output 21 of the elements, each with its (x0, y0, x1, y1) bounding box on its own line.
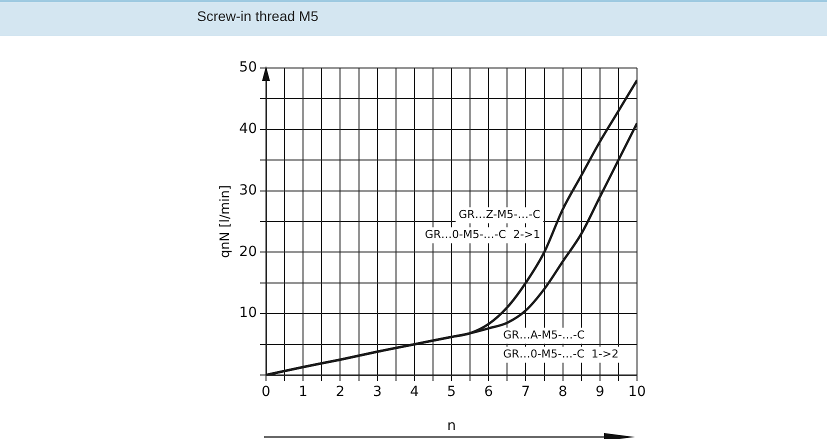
y-tick-label: 50 (239, 60, 257, 76)
x-tick-label: 10 (628, 384, 646, 400)
x-tick-label: 7 (521, 384, 530, 400)
y-tick-label: 40 (239, 121, 257, 138)
y-tick-label: 10 (239, 305, 257, 322)
x-tick-label: 3 (372, 384, 382, 400)
series-label: GR…Z-M5-…-C GR…0-M5-…-C 2->1 (424, 208, 541, 242)
x-tick-label: 1 (298, 384, 308, 400)
chart-title: Screw-in thread M5 (197, 8, 318, 24)
x-tick-label: 4 (410, 384, 419, 400)
x-tick-label: 6 (484, 384, 494, 400)
x-axis-title: n (447, 418, 456, 434)
series-label: GR…A-M5-…-C GR…0-M5-…-C 1->2 (503, 328, 619, 361)
x-tick-label: 5 (447, 384, 456, 400)
x-tick-label: 2 (336, 384, 345, 400)
x-tick-label: 8 (558, 384, 568, 400)
y-tick-label: 20 (239, 244, 257, 260)
x-tick-label: 9 (595, 384, 604, 400)
y-tick-label: 30 (239, 182, 257, 198)
y-axis-title: qnN [l/min] (218, 185, 234, 258)
x-tick-label: 0 (262, 384, 270, 400)
